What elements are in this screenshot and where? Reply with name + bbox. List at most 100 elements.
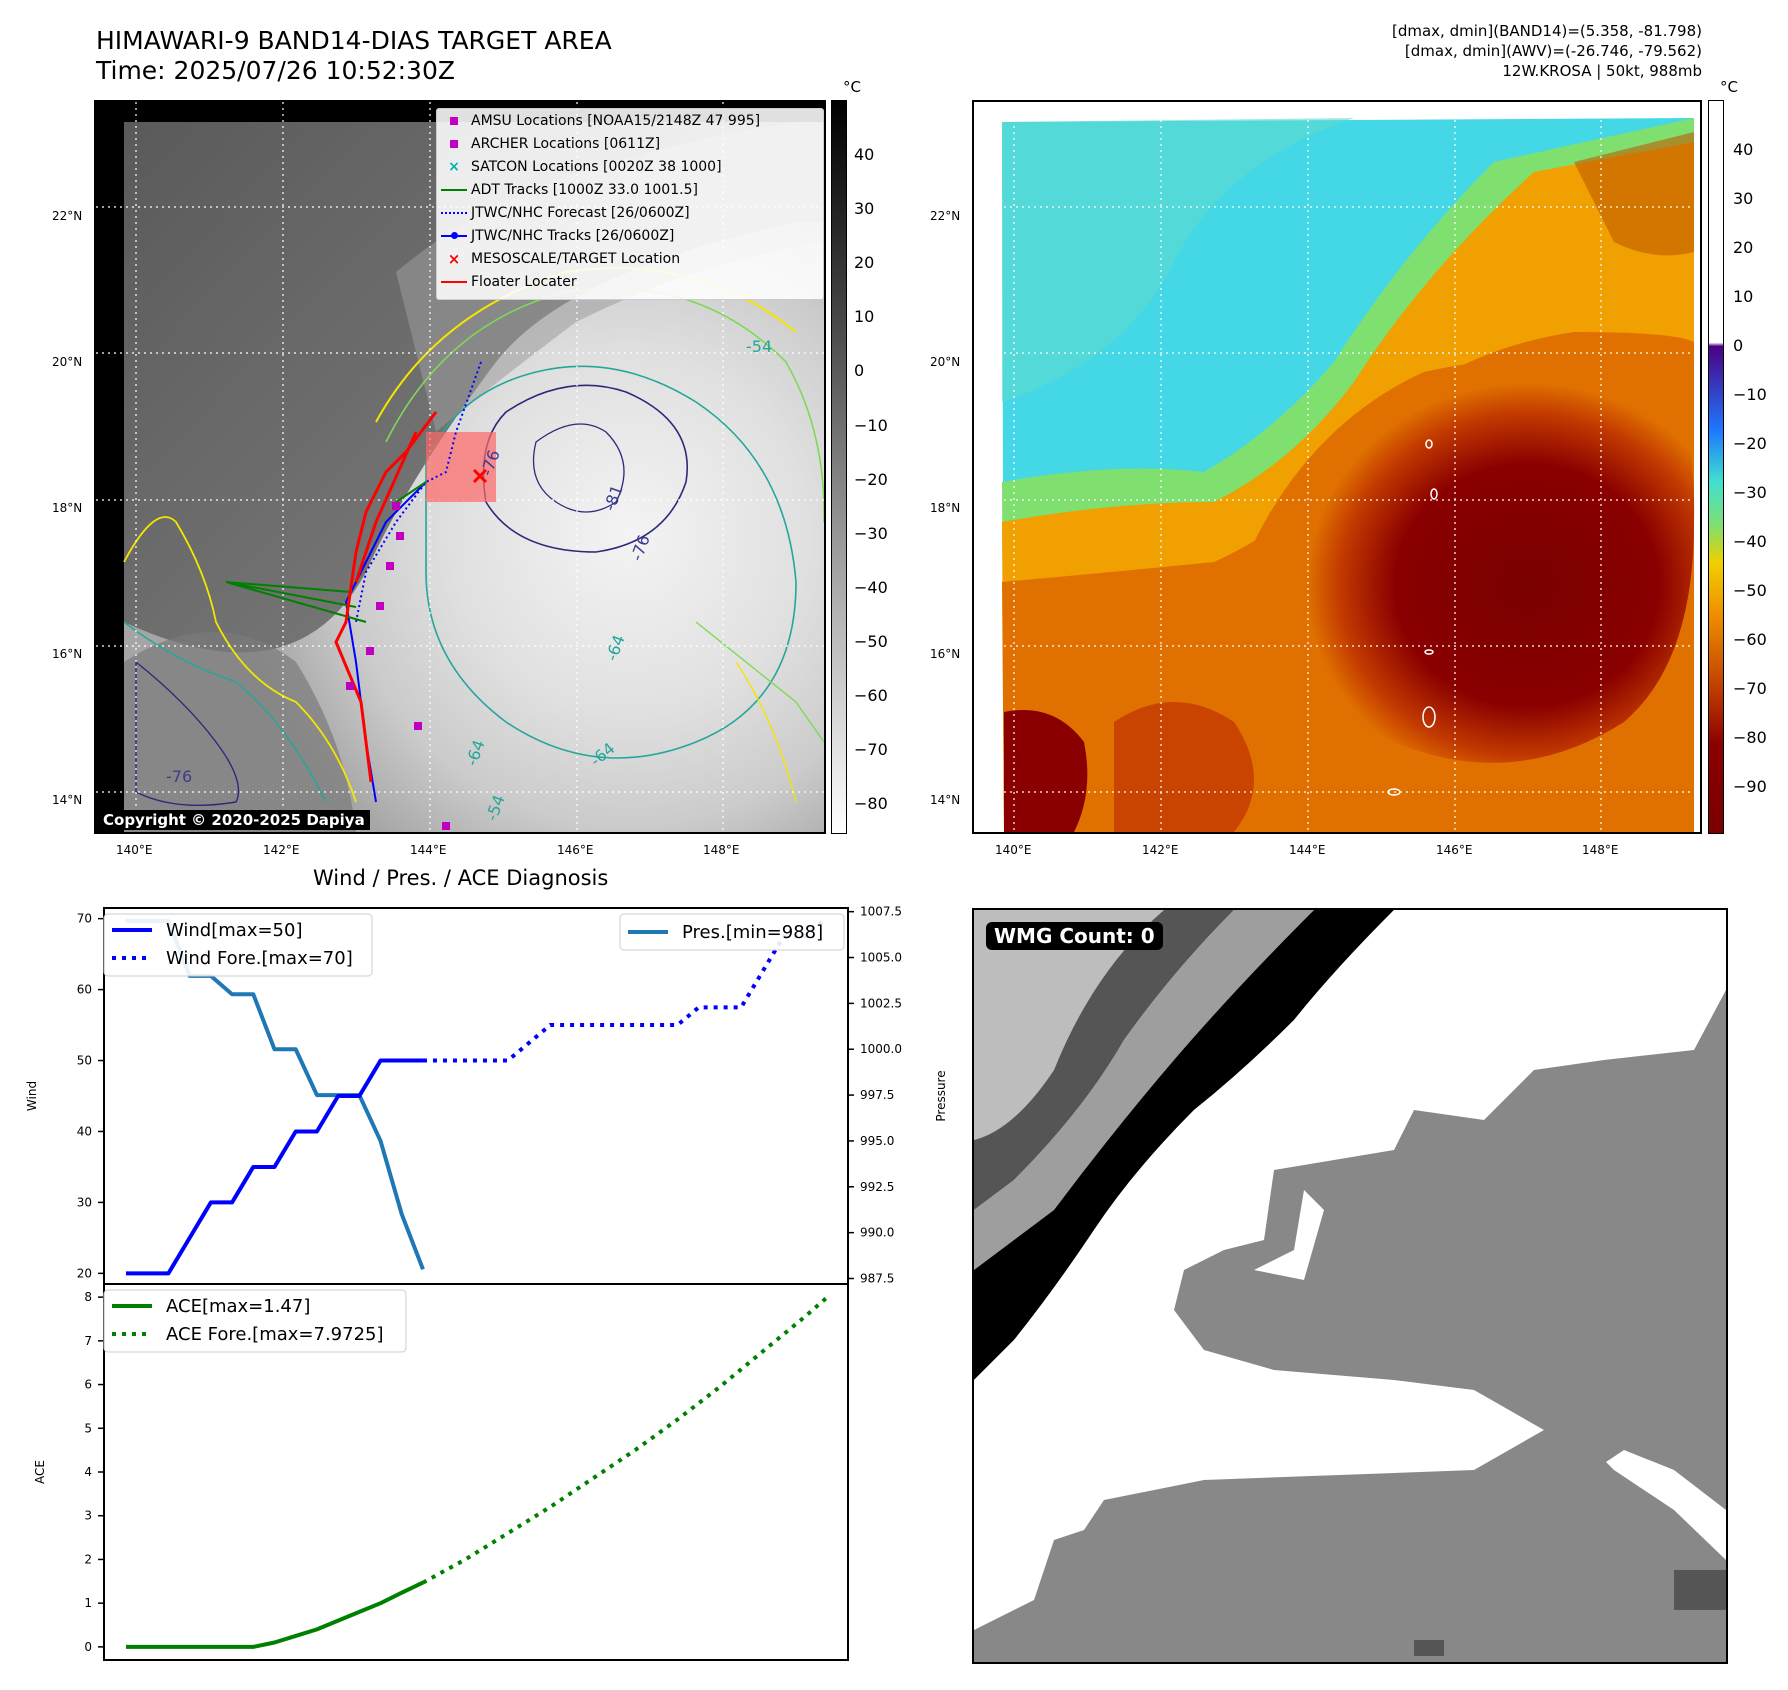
colorbar-tick: −80	[854, 794, 888, 813]
wind-forecast-series-line	[422, 917, 828, 1063]
lon-label: 142°E	[263, 843, 300, 857]
ace-axis-label: ACE	[33, 1460, 47, 1484]
colorbar-tick: −80	[1733, 728, 1767, 747]
y-tick-label: 7	[84, 1334, 92, 1348]
lon-label: 140°E	[995, 843, 1032, 857]
y2-tick-label: 1005.0	[860, 951, 902, 965]
colorbar-tick: −40	[854, 578, 888, 597]
wind-series-line	[126, 1058, 423, 1276]
lat-label: 18°N	[930, 501, 961, 515]
lat-label: 14°N	[930, 793, 961, 807]
legend-pressure: Pres.[min=988]	[682, 922, 823, 943]
copyright-label: Copyright © 2020-2025 Dapiya	[98, 810, 370, 830]
colorbar-tick: −10	[854, 416, 888, 435]
lat-label: 18°N	[52, 501, 83, 515]
colorbar-tick: −60	[854, 686, 888, 705]
colorbar-tick: 10	[854, 307, 875, 326]
y-tick-label: 1	[84, 1596, 92, 1610]
y-tick-label: 5	[84, 1421, 92, 1435]
colorbar-tick: −70	[854, 740, 888, 759]
lon-label: 148°E	[1582, 843, 1619, 857]
enhanced-ir-map-image	[974, 102, 1700, 832]
enhanced-ir-map-panel	[972, 100, 1702, 834]
figure-timestamp: Time: 2025/07/26 10:52:30Z	[96, 56, 455, 85]
lat-label: 22°N	[930, 209, 961, 223]
pressure-legend: Pres.[min=988]	[619, 913, 845, 951]
y-tick-label: 0	[84, 1640, 92, 1654]
diagnosis-title: Wind / Pres. / ACE Diagnosis	[313, 866, 609, 890]
lat-label: 14°N	[52, 793, 83, 807]
colorbar-tick: −90	[1733, 777, 1767, 796]
legend-item-satcon: × SATCON Locations [0020Z 38 1000]	[448, 159, 722, 175]
y2-tick-label: 1007.5	[860, 905, 902, 919]
ace-legend: ACE[max=1.47] ACE Fore.[max=7.9725]	[103, 1289, 407, 1353]
legend-item-amsu: AMSU Locations [NOAA15/2148Z 47 995]	[437, 111, 760, 131]
lat-label: 16°N	[930, 647, 961, 661]
pressure-axis-label: Pressure	[934, 1070, 948, 1121]
wmg-image	[974, 910, 1726, 1662]
y-tick-label: 4	[84, 1465, 92, 1479]
lon-label: 146°E	[557, 843, 594, 857]
y-tick-label: 6	[84, 1378, 92, 1392]
colorbar-tick: −10	[1733, 385, 1767, 404]
legend-item-mesoscale: × MESOSCALE/TARGET Location	[447, 250, 681, 268]
ace-series-line	[126, 1580, 424, 1649]
colorbar-tick: 0	[1733, 336, 1744, 355]
lon-label: 144°E	[1289, 843, 1326, 857]
y-tick-label: 2	[84, 1552, 92, 1566]
y-tick-label: 20	[77, 1266, 92, 1280]
lat-label: 16°N	[52, 647, 83, 661]
lon-label: 142°E	[1142, 843, 1179, 857]
legend-ace-forecast: ACE Fore.[max=7.9725]	[166, 1324, 384, 1345]
colorbar-tick: 0	[854, 361, 865, 380]
colorbar-tick: −20	[854, 470, 888, 489]
y2-tick-label: 992.5	[860, 1180, 894, 1194]
y-tick-label: 8	[84, 1290, 92, 1304]
wmg-count-badge: WMG Count: 0	[986, 922, 1163, 950]
lon-label: 140°E	[116, 843, 153, 857]
colorbar-tick: −30	[1733, 483, 1767, 502]
y-tick-label: 3	[84, 1509, 92, 1523]
figure-title: HIMAWARI-9 BAND14-DIAS TARGET AREA	[96, 26, 612, 55]
legend-item-floater: Floater Locater	[437, 272, 577, 292]
y2-tick-label: 995.0	[860, 1134, 894, 1148]
colorbar-tick: −60	[1733, 630, 1767, 649]
lat-label: 22°N	[52, 209, 83, 223]
ir-colorbar	[831, 100, 847, 834]
y2-tick-label: 987.5	[860, 1271, 894, 1285]
colorbar-tick: 40	[854, 145, 875, 164]
colorbar-unit: °C	[1720, 78, 1738, 96]
y-tick-label: 30	[77, 1195, 92, 1209]
colorbar-tick: −40	[1733, 532, 1767, 551]
ace-forecast-series-line	[422, 1296, 828, 1585]
y2-tick-label: 1002.5	[860, 996, 902, 1010]
y2-tick-label: 990.0	[860, 1226, 894, 1240]
y-tick-label: 40	[77, 1124, 92, 1138]
enhanced-colorbar	[1708, 100, 1724, 834]
storm-info: 12W.KROSA | 50kt, 988mb	[1502, 62, 1702, 80]
colorbar-unit: °C	[843, 78, 861, 96]
colorbar-tick: 10	[1733, 287, 1754, 306]
colorbar-tick: −20	[1733, 434, 1767, 453]
colorbar-tick: 20	[854, 253, 875, 272]
colorbar-tick: −50	[854, 632, 888, 651]
y2-tick-label: 1000.0	[860, 1042, 902, 1056]
legend-wind: Wind[max=50]	[166, 920, 303, 941]
band14-range-info: [dmax, dmin](BAND14)=(5.358, -81.798)	[1391, 22, 1702, 40]
legend-item-archer: ARCHER Locations [0611Z]	[437, 134, 660, 154]
colorbar-tick: −30	[854, 524, 888, 543]
legend-item-jtwc-tracks: JTWC/NHC Tracks [26/0600Z]	[437, 226, 674, 246]
legend-item-adt: ADT Tracks [1000Z 33.0 1001.5]	[437, 180, 698, 200]
map-legend: AMSU Locations [NOAA15/2148Z 47 995] ARC…	[436, 108, 824, 300]
colorbar-tick: 20	[1733, 238, 1754, 257]
legend-wind-forecast: Wind Fore.[max=70]	[166, 948, 353, 969]
wind-axis-label: Wind	[25, 1081, 39, 1111]
awv-range-info: [dmax, dmin](AWV)=(-26.746, -79.562)	[1404, 42, 1702, 60]
y2-tick-label: 997.5	[860, 1088, 894, 1102]
colorbar-tick: 30	[1733, 189, 1754, 208]
lon-label: 146°E	[1436, 843, 1473, 857]
lat-label: 20°N	[930, 355, 961, 369]
ir-map-panel: -54 -76 -81 -76 -64 -64 -64 -54 -76 AMSU…	[94, 100, 826, 834]
lon-label: 144°E	[410, 843, 447, 857]
